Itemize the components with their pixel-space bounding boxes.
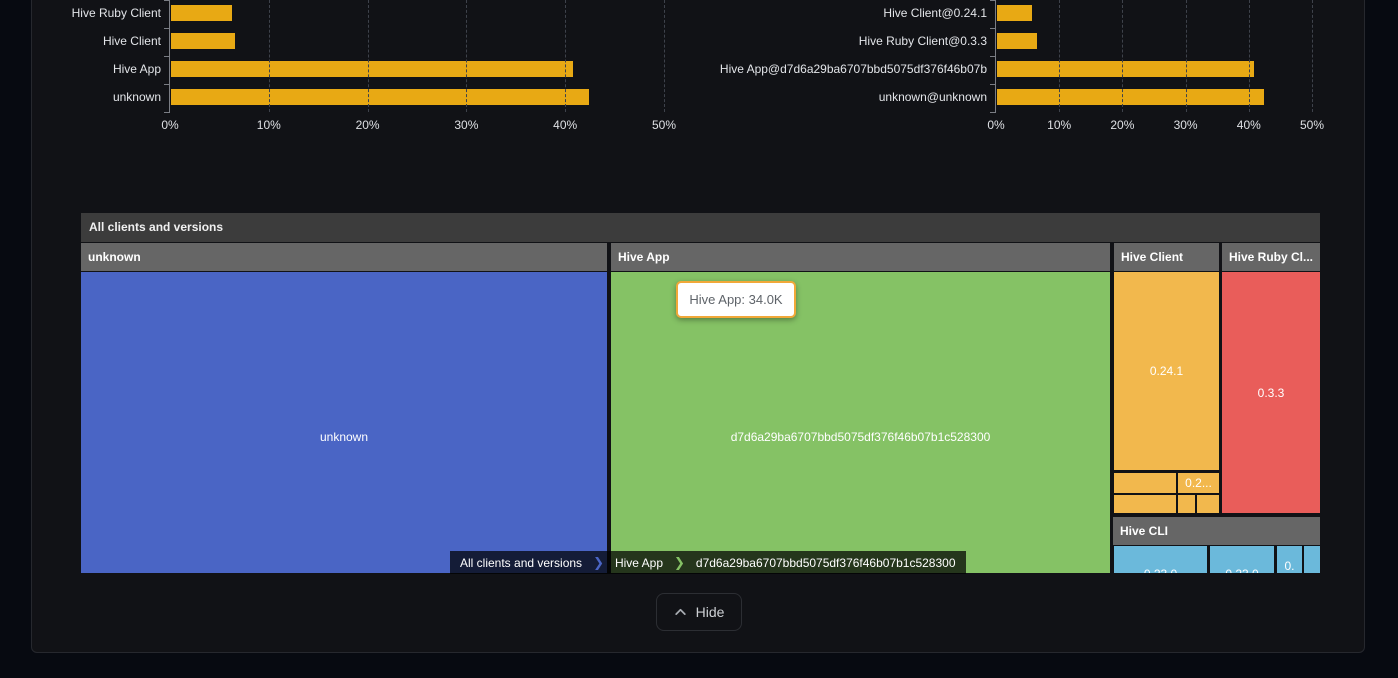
gridline <box>1248 0 1250 112</box>
category-label: unknown@unknown <box>878 90 987 104</box>
x-tick-label: 30% <box>1173 118 1198 132</box>
treemap-block-hive-client-minor[interactable] <box>1197 495 1219 513</box>
category-label: Hive Ruby Client@0.3.3 <box>858 34 987 48</box>
gridline <box>367 0 369 112</box>
y-axis-category-labels: Hive Ruby Client Hive Client Hive App unkno… <box>55 0 161 140</box>
breadcrumb-item-all-clients[interactable]: All clients and versions <box>460 555 583 570</box>
treemap-block-label-unknown: unknown <box>319 430 369 444</box>
treemap-block-hive-cli-0x[interactable]: 0. <box>1277 546 1302 573</box>
chevron-up-icon <box>674 606 687 619</box>
bar-unknown[interactable] <box>171 89 589 105</box>
treemap-block-hive-client-minor[interactable] <box>1178 495 1195 513</box>
bar-hive-ruby-client-0-3-3[interactable] <box>997 33 1037 49</box>
treemap-block-label-02x: 0.2... <box>1185 476 1212 490</box>
clients-bar-chart: Hive Ruby Client Hive Client Hive App unkno… <box>55 0 676 140</box>
panel-footer: Hide <box>0 593 1398 631</box>
x-tick-label: 0% <box>987 118 1005 132</box>
x-axis-tick-labels: 0% 10% 20% 30% 40% 50% <box>987 118 1324 134</box>
treemap-header-unknown[interactable]: unknown <box>81 243 607 271</box>
y-axis-tick-marks <box>990 0 996 113</box>
chart-tooltip: Hive App: 34.0K <box>676 281 796 318</box>
x-tick-label: 20% <box>1110 118 1135 132</box>
chevron-right-icon: ❯ <box>674 555 685 570</box>
x-tick-label: 50% <box>1299 118 1325 132</box>
treemap-block-hive-client-0241[interactable]: 0.24.1 <box>1114 272 1219 470</box>
plot-area: 0% 10% 20% 30% 40% 50% <box>987 0 1324 132</box>
treemap-block-label-033: 0.3.3 <box>1257 385 1285 400</box>
gridline <box>1185 0 1187 112</box>
breadcrumb-item-hash[interactable]: d7d6a29ba6707bbd5075df376f46b07b1c528300 <box>695 555 956 570</box>
bar-hive-app[interactable] <box>171 61 574 77</box>
treemap-block-hive-cli-0230[interactable]: 0.23.0 <box>1114 546 1207 573</box>
treemap-block-hive-app-hash[interactable] <box>611 272 1110 573</box>
treemap-block-label-cli-0230b: 0.23.0 <box>1210 567 1274 573</box>
treemap-block-hive-client-minor[interactable] <box>1114 473 1176 493</box>
gridline <box>565 0 567 112</box>
y-axis-tick-marks <box>164 0 170 113</box>
gridline <box>1312 0 1313 112</box>
bar-hive-ruby-client[interactable] <box>171 5 233 21</box>
treemap-title-bar[interactable]: All clients and versions <box>81 213 1320 242</box>
treemap-all-clients-and-versions: All clients and versions unknown Hive Ap… <box>81 213 1320 573</box>
treemap-header-hive-cli[interactable]: Hive CLI <box>1113 517 1320 545</box>
gridline <box>268 0 270 112</box>
breadcrumb-item-hive-app[interactable]: Hive App <box>614 555 663 570</box>
y-axis-category-labels: Hive Client@0.24.1 Hive Ruby Client@0.3.3… <box>710 0 987 140</box>
x-axis-tick-labels: 0% 10% 20% 30% 40% 50% <box>161 118 676 134</box>
treemap-block-label-hive-app-hash: d7d6a29ba6707bbd5075df376f46b07b1c528300 <box>730 430 991 444</box>
bar-hive-client[interactable] <box>171 33 236 49</box>
bar-hive-client-0-24-1[interactable] <box>997 5 1032 21</box>
treemap-breadcrumb: All clients and versions ❯ Hive App ❯ d7… <box>450 551 966 574</box>
treemap-header-hive-app[interactable]: Hive App <box>611 243 1110 271</box>
treemap-block-hive-cli-0230b[interactable]: 0.23.0 <box>1210 546 1274 573</box>
treemap-block-hive-client-02x[interactable]: 0.2... <box>1178 473 1219 493</box>
category-label: unknown <box>112 90 161 104</box>
x-tick-label: 0% <box>161 118 179 132</box>
category-label: Hive App <box>112 62 161 76</box>
treemap-block-hive-client-minor[interactable] <box>1114 495 1176 513</box>
treemap-block-hive-ruby-033[interactable]: 0.3.3 <box>1222 272 1320 513</box>
bar-unknown-unknown[interactable] <box>997 89 1264 105</box>
hide-button-label: Hide <box>695 604 725 620</box>
x-tick-label: 40% <box>1236 118 1261 132</box>
gridline <box>664 0 665 112</box>
treemap-block-label-cli-0x: 0. <box>1284 559 1295 573</box>
treemap-block-label-0241: 0.24.1 <box>1149 364 1184 378</box>
client-versions-bar-chart: Hive Client@0.24.1 Hive Ruby Client@0.3.3… <box>710 0 1324 140</box>
treemap-block-label-cli-0230: 0.23.0 <box>1114 567 1207 573</box>
x-tick-label: 50% <box>651 118 677 132</box>
hide-button[interactable]: Hide <box>655 593 743 631</box>
category-label: Hive Ruby Client <box>71 6 161 20</box>
x-tick-label: 40% <box>553 118 578 132</box>
x-tick-label: 10% <box>256 118 281 132</box>
bar-hive-app-d7d6a29ba6707bbd5075df376f46b07b[interactable] <box>997 61 1254 77</box>
gridline <box>466 0 468 112</box>
treemap-header-hive-ruby-client[interactable]: Hive Ruby Cl... <box>1222 243 1320 271</box>
gridline <box>1122 0 1124 112</box>
treemap-block-hive-cli-minor[interactable] <box>1304 546 1320 573</box>
x-tick-label: 10% <box>1047 118 1072 132</box>
x-tick-label: 20% <box>355 118 380 132</box>
x-tick-label: 30% <box>454 118 479 132</box>
category-label: Hive Client <box>102 34 161 48</box>
treemap-header-hive-client[interactable]: Hive Client <box>1114 243 1219 271</box>
treemap-block-unknown[interactable] <box>81 272 607 573</box>
category-label: Hive App@d7d6a29ba6707bbd5075df376f46b07… <box>719 62 987 76</box>
plot-area: 0% 10% 20% 30% 40% 50% <box>161 0 676 132</box>
category-label: Hive Client@0.24.1 <box>883 6 987 20</box>
gridline <box>1059 0 1061 112</box>
chevron-right-icon: ❯ <box>593 555 604 570</box>
